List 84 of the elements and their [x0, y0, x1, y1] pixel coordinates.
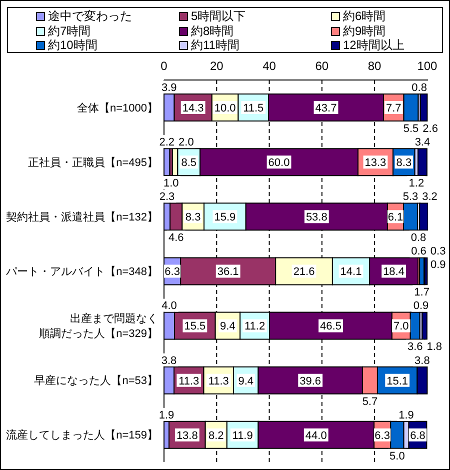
data-label: 3.9 — [161, 82, 177, 94]
legend-label: 12時間以上 — [342, 38, 404, 52]
data-label: 39.6 — [300, 375, 322, 388]
data-label: 4.0 — [162, 300, 177, 312]
legend-label: 約6時間 — [342, 9, 386, 23]
data-label: 8.5 — [181, 157, 197, 170]
data-label: 1.0 — [163, 178, 179, 190]
data-label: 2.2 — [159, 136, 175, 149]
legend-label: 途中で変わった — [47, 9, 132, 23]
data-label: 15.1 — [386, 375, 408, 388]
data-label: 15.5 — [184, 320, 206, 333]
data-label: 3.8 — [161, 354, 177, 367]
data-label: 0.9 — [430, 259, 446, 272]
data-label: 53.8 — [306, 212, 328, 224]
data-label: 5.3 — [402, 191, 418, 204]
data-label: 4.6 — [168, 232, 184, 244]
data-label: 11.5 — [243, 102, 264, 114]
data-label: 8.3 — [396, 157, 412, 170]
data-label: 0.8 — [410, 232, 426, 244]
data-label: 2.0 — [178, 136, 194, 149]
data-label: 7.0 — [394, 320, 409, 333]
data-label: 5.5 — [403, 122, 419, 135]
x-tick-label: 0 — [160, 59, 168, 73]
legend-label: 約10時間 — [47, 38, 98, 52]
data-label: 11.2 — [244, 320, 266, 333]
data-label: 15.9 — [214, 212, 236, 224]
data-label: 3.6 — [407, 341, 423, 354]
y-tick-label: 正社員・正職員【n=495】 — [28, 156, 158, 169]
legend-label: 約7時間 — [47, 24, 91, 38]
data-label: 1.9 — [158, 409, 174, 422]
y-tick-label: 流産してしまった人【n=159】 — [6, 428, 158, 442]
data-label: 11.9 — [232, 430, 253, 442]
data-label: 11.3 — [208, 375, 229, 388]
data-label: 43.7 — [315, 102, 337, 114]
data-label: 2.6 — [422, 122, 438, 135]
data-label: 14.1 — [340, 266, 362, 278]
data-label: 9.4 — [220, 320, 236, 333]
x-tick-label: 40 — [262, 59, 276, 73]
x-tick-label: 80 — [368, 59, 382, 73]
x-tick-label: 100 — [417, 59, 438, 73]
data-label: 5.7 — [362, 396, 378, 408]
y-tick-label: 早産になった人【n=53】 — [34, 374, 158, 388]
legend-label: 5時間以下 — [190, 9, 246, 23]
data-label: 18.4 — [383, 266, 404, 278]
legend-label: 約11時間 — [190, 38, 240, 52]
data-label: 11.3 — [178, 375, 200, 388]
data-label: 13.8 — [176, 430, 198, 442]
data-label: 8.3 — [185, 212, 201, 224]
y-tick-label: パート・アルバイト【n=348】 — [5, 265, 158, 278]
data-label: 13.3 — [364, 157, 386, 170]
data-label: 0.9 — [413, 300, 429, 312]
legend-label: 約9時間 — [342, 24, 386, 38]
data-label: 8.2 — [208, 430, 224, 442]
data-label: 6.3 — [374, 430, 390, 442]
data-label: 14.3 — [182, 102, 204, 114]
x-tick-label: 20 — [210, 59, 224, 73]
data-label: 1.9 — [398, 409, 414, 422]
data-label: 9.4 — [238, 375, 254, 388]
y-tick-label: 出産まで問題なく順調だった人【n=329】 — [39, 312, 158, 340]
data-label: 36.1 — [217, 266, 239, 278]
data-label: 60.0 — [268, 157, 290, 170]
data-label: 0.8 — [412, 82, 427, 94]
data-label: 44.0 — [305, 430, 327, 442]
x-tick-label: 60 — [315, 59, 329, 73]
y-tick-label: 全体【n=1000】 — [76, 101, 158, 114]
data-label: 6.1 — [388, 212, 404, 224]
legend-label: 約8時間 — [190, 24, 234, 38]
data-label: 1.7 — [414, 286, 430, 299]
data-label: 10.0 — [214, 102, 236, 114]
data-label: 1.2 — [408, 178, 424, 190]
data-label: 0.3 — [430, 246, 446, 258]
data-label: 3.4 — [414, 136, 430, 149]
y-tick-label: 契約社員・派遣社員【n=132】 — [6, 210, 158, 224]
data-label: 46.5 — [320, 320, 342, 333]
data-label: 2.3 — [159, 191, 175, 204]
data-label: 3.2 — [422, 191, 438, 204]
data-label: 3.8 — [414, 354, 430, 367]
data-label: 6.3 — [164, 266, 180, 278]
data-label: 5.0 — [390, 450, 405, 462]
data-label: 0.6 — [411, 246, 426, 258]
data-label: 1.8 — [426, 341, 442, 354]
data-label: 7.7 — [386, 102, 402, 114]
data-label: 6.8 — [410, 430, 426, 442]
data-label: 21.6 — [293, 266, 315, 278]
